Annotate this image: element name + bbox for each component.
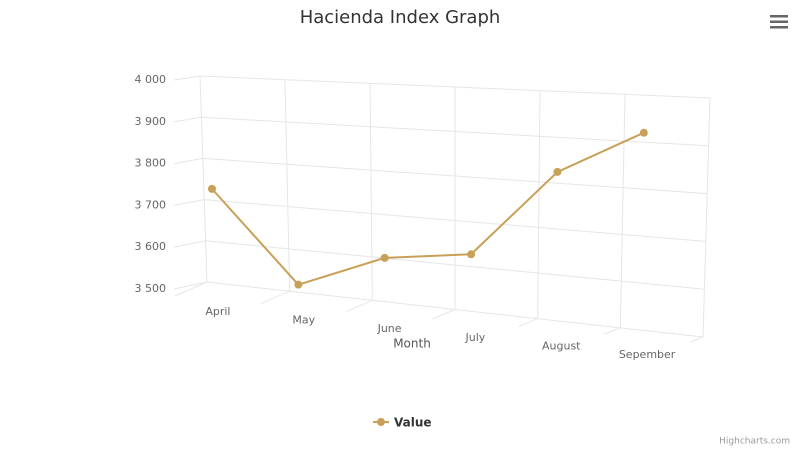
legend-item[interactable]: Value bbox=[373, 416, 432, 430]
y-tick-label: 3 600 bbox=[135, 240, 167, 253]
side-grid-line bbox=[173, 281, 208, 290]
x-tick-label: May bbox=[292, 314, 315, 327]
data-point bbox=[639, 128, 648, 137]
x-axis-title: Month bbox=[393, 337, 431, 351]
legend-label: Value bbox=[394, 416, 432, 430]
y-tick-label: 3 500 bbox=[135, 282, 167, 295]
side-grid-line bbox=[173, 157, 203, 165]
y-tick-label: 3 900 bbox=[135, 115, 167, 128]
menu-button[interactable] bbox=[770, 15, 788, 29]
floor-line bbox=[603, 327, 621, 335]
chart-title: Hacienda Index Graph bbox=[300, 7, 501, 28]
floor-line bbox=[518, 318, 538, 328]
data-point bbox=[380, 253, 389, 262]
side-grid-line bbox=[173, 116, 202, 123]
legend-marker bbox=[377, 418, 385, 426]
side-grid-line bbox=[173, 75, 201, 81]
wall-line bbox=[199, 75, 208, 283]
floor-line bbox=[174, 281, 208, 297]
floor-line bbox=[260, 290, 290, 305]
data-point bbox=[294, 280, 303, 289]
y-tick-label: 4 000 bbox=[135, 73, 167, 86]
menu-bar bbox=[770, 15, 788, 18]
wall-line bbox=[619, 94, 626, 328]
wall-line bbox=[369, 83, 373, 301]
floor-line bbox=[346, 299, 373, 312]
wall-line bbox=[284, 79, 291, 292]
data-point bbox=[207, 184, 216, 193]
credits[interactable]: Highcharts.com bbox=[719, 437, 790, 447]
wall-line bbox=[537, 90, 541, 319]
x-tick-label: April bbox=[205, 305, 230, 318]
x-tick-label: July bbox=[465, 331, 486, 344]
x-tick-label: Sepember bbox=[619, 348, 676, 361]
data-point bbox=[467, 250, 476, 259]
y-tick-label: 3 800 bbox=[135, 157, 167, 170]
x-tick-label: June bbox=[377, 322, 402, 335]
floor-line bbox=[432, 309, 456, 320]
wall-line bbox=[702, 97, 711, 338]
side-grid-line bbox=[173, 240, 206, 248]
data-line bbox=[211, 131, 645, 286]
y-tick-label: 3 700 bbox=[135, 198, 167, 211]
data-point bbox=[553, 167, 562, 176]
menu-bar bbox=[770, 26, 788, 29]
x-tick-label: August bbox=[542, 340, 581, 353]
side-grid-line bbox=[173, 199, 205, 206]
menu-bar bbox=[770, 20, 788, 23]
floor-line bbox=[689, 336, 704, 343]
